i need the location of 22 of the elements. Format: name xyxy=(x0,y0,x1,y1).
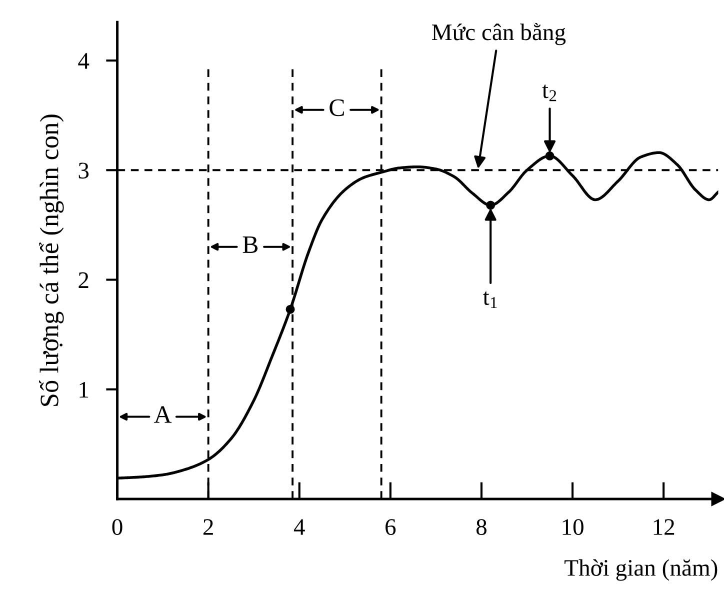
point xyxy=(545,151,554,160)
x-tick-label: 4 xyxy=(294,519,305,535)
x-tick-label: 12 xyxy=(654,519,674,535)
point xyxy=(286,304,295,314)
ref-line-label: Mức cân bằng xyxy=(432,22,566,46)
x-axis-title: Thời gian (năm) xyxy=(564,559,718,581)
annotation: t$_{1}$ xyxy=(483,291,497,308)
y-axis-title: Số lượng cá thể (nghìn con) xyxy=(39,114,64,406)
y-tick-label: 1 xyxy=(80,382,88,398)
x-tick-label: 2 xyxy=(203,519,213,535)
annotation: A xyxy=(154,406,172,423)
y-tick-label: 3 xyxy=(78,162,89,179)
annotation: t$_{2}$ xyxy=(542,84,556,102)
x-tick-label: 6 xyxy=(386,519,396,536)
y-tick-label: 2 xyxy=(78,272,88,288)
point xyxy=(486,200,496,210)
x-tick-label: 0 xyxy=(112,519,122,536)
annotation: C xyxy=(330,99,344,116)
annotation: B xyxy=(242,236,258,253)
x-tick-label: 8 xyxy=(476,519,486,536)
x-tick-label: 10 xyxy=(562,519,584,536)
y-tick-label: 4 xyxy=(78,53,90,69)
